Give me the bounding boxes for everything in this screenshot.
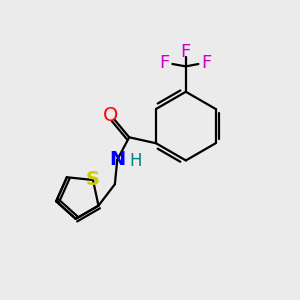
Text: H: H — [130, 152, 142, 170]
Text: F: F — [201, 54, 211, 72]
Text: N: N — [109, 150, 125, 169]
Text: F: F — [159, 54, 170, 72]
Text: S: S — [86, 170, 100, 190]
Text: O: O — [103, 106, 118, 125]
Text: F: F — [181, 43, 191, 61]
